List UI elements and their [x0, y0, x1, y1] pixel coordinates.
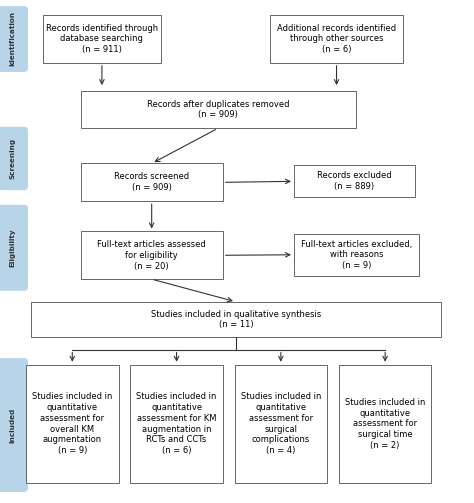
FancyBboxPatch shape [26, 365, 118, 483]
Text: Studies included in qualitative synthesis
(n = 11): Studies included in qualitative synthesi… [151, 309, 321, 329]
Text: Records identified through
database searching
(n = 911): Records identified through database sear… [46, 24, 158, 54]
FancyBboxPatch shape [81, 91, 356, 128]
Text: Screening: Screening [10, 138, 16, 179]
FancyBboxPatch shape [294, 165, 415, 197]
Text: Identification: Identification [10, 12, 16, 66]
FancyBboxPatch shape [81, 163, 223, 201]
FancyBboxPatch shape [294, 234, 419, 276]
FancyBboxPatch shape [43, 15, 161, 63]
FancyBboxPatch shape [270, 15, 403, 63]
FancyBboxPatch shape [0, 358, 28, 492]
Text: Records after duplicates removed
(n = 909): Records after duplicates removed (n = 90… [147, 100, 289, 119]
Text: Eligibility: Eligibility [10, 228, 16, 267]
Text: Full-text articles assessed
for eligibility
(n = 20): Full-text articles assessed for eligibil… [97, 240, 206, 271]
Text: Full-text articles excluded,
with reasons
(n = 9): Full-text articles excluded, with reason… [301, 239, 412, 270]
FancyBboxPatch shape [0, 205, 28, 291]
Text: Studies included in
quantitative
assessment for KM
augmentation in
RCTs and CCTs: Studies included in quantitative assessm… [137, 392, 217, 455]
FancyBboxPatch shape [81, 231, 223, 279]
Text: Studies included in
quantitative
assessment for
surgical
complications
(n = 4): Studies included in quantitative assessm… [241, 392, 321, 455]
Text: Included: Included [10, 407, 16, 443]
FancyBboxPatch shape [31, 302, 441, 337]
FancyBboxPatch shape [130, 365, 223, 483]
Text: Records screened
(n = 909): Records screened (n = 909) [114, 173, 189, 192]
FancyBboxPatch shape [235, 365, 327, 483]
FancyBboxPatch shape [339, 365, 431, 483]
FancyBboxPatch shape [0, 6, 28, 72]
Text: Studies included in
quantitative
assessment for
surgical time
(n = 2): Studies included in quantitative assessm… [345, 398, 425, 450]
Text: Records excluded
(n = 889): Records excluded (n = 889) [317, 172, 392, 191]
Text: Studies included in
quantitative
assessment for
overall KM
augmentation
(n = 9): Studies included in quantitative assessm… [32, 392, 112, 455]
Text: Additional records identified
through other sources
(n = 6): Additional records identified through ot… [277, 24, 396, 54]
FancyBboxPatch shape [0, 127, 28, 190]
